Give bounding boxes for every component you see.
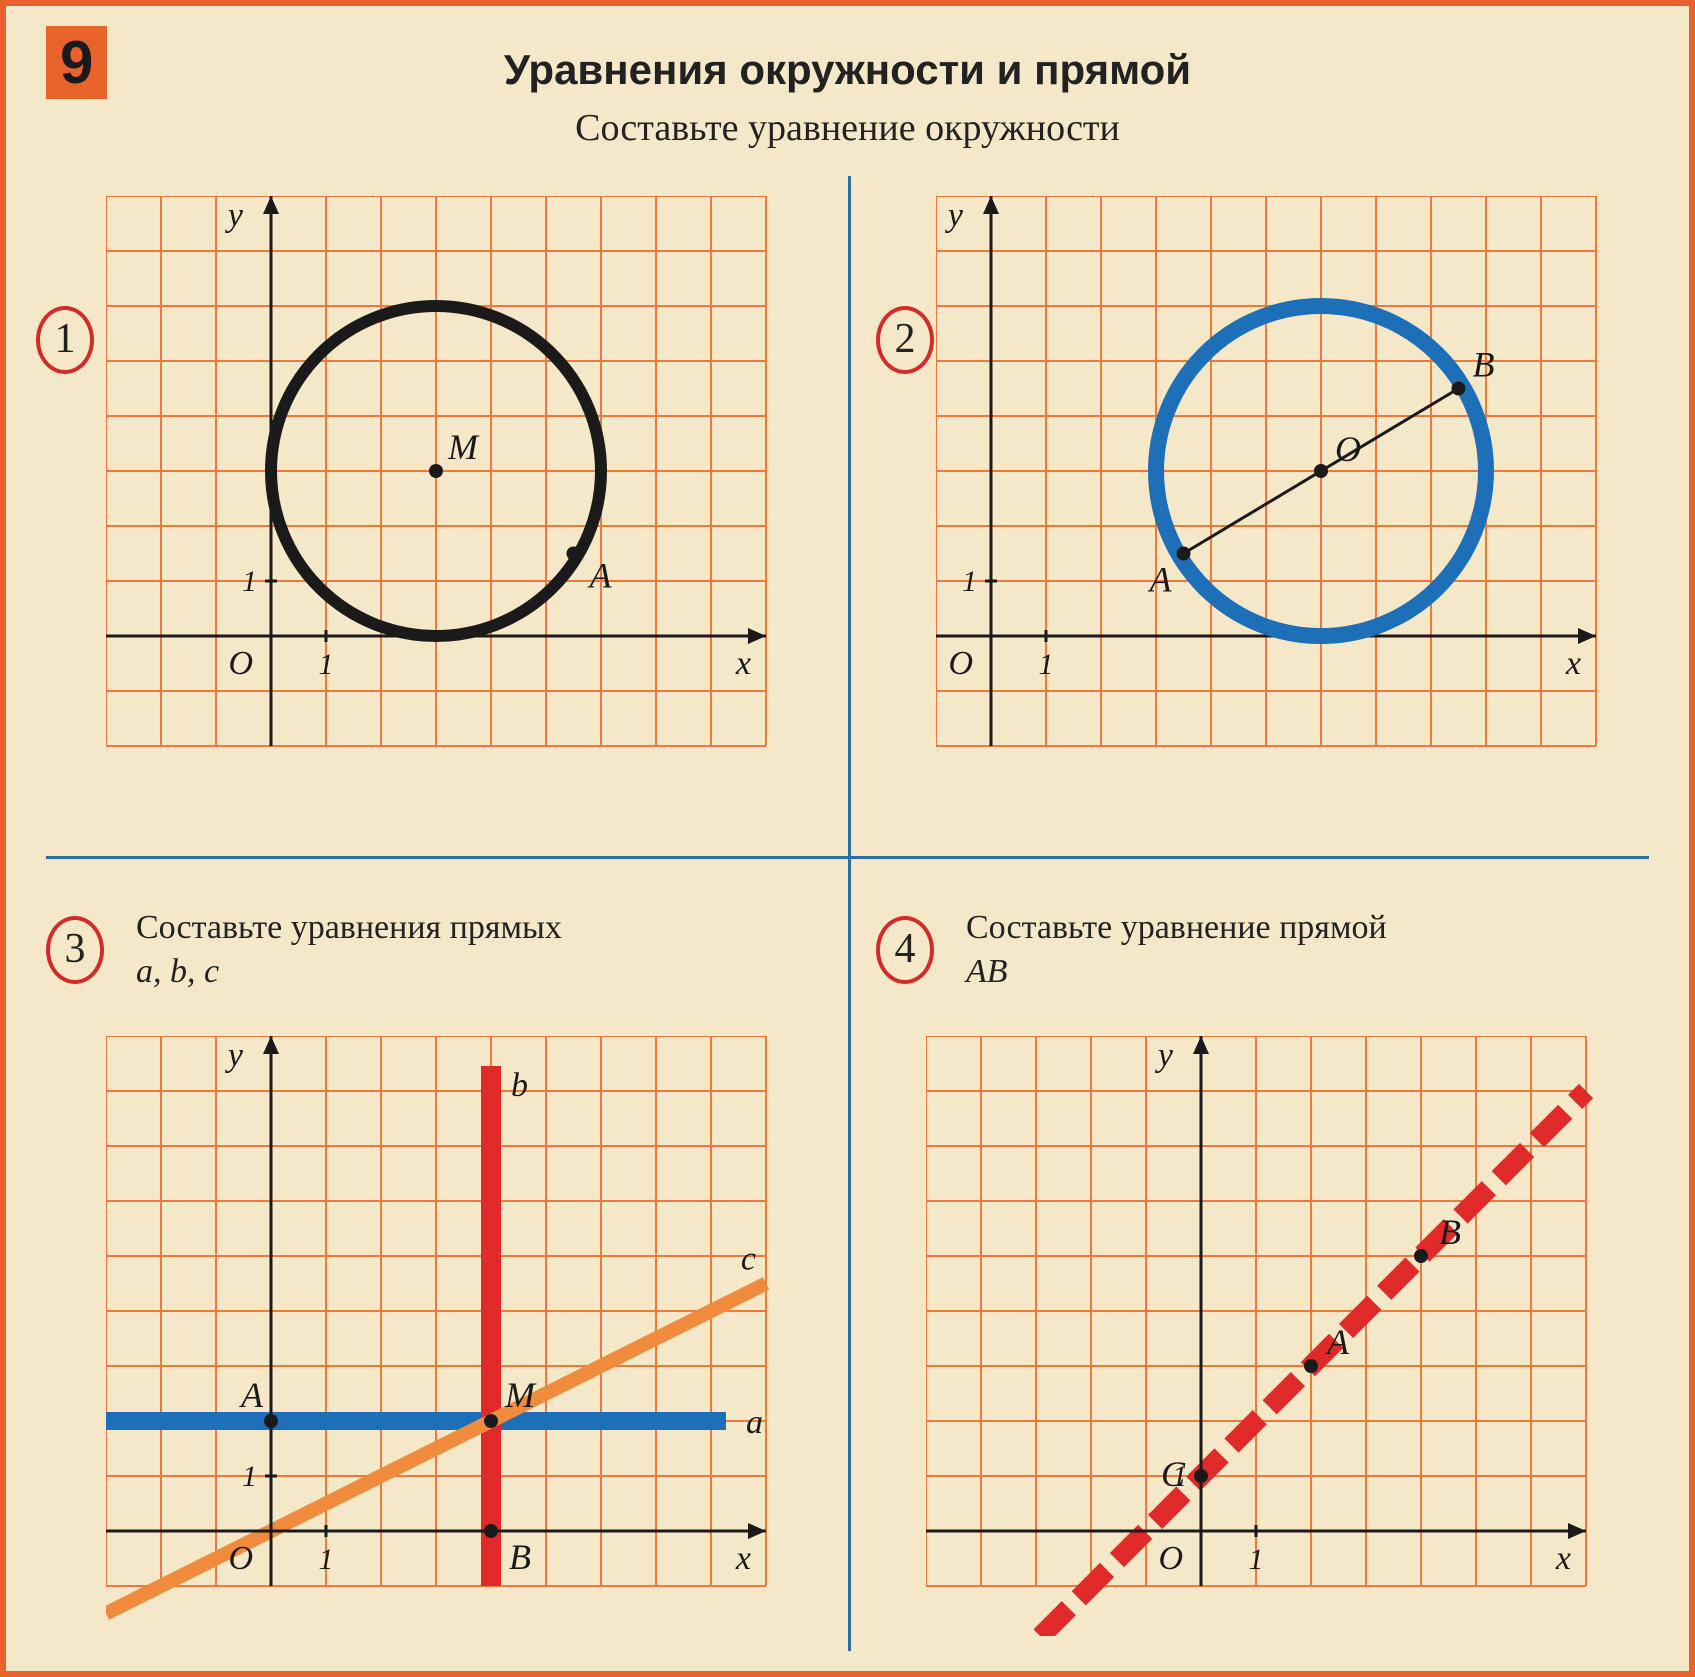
svg-text:a: a [746,1404,763,1441]
svg-text:M: M [447,427,480,467]
svg-text:1: 1 [242,565,257,598]
svg-text:O: O [948,645,973,682]
horizontal-divider [46,856,1649,859]
textbook-page: 9 Уравнения окружности и прямой Составьт… [0,0,1695,1677]
svg-text:1: 1 [1039,648,1054,681]
svg-text:x: x [1555,1540,1571,1577]
svg-text:1: 1 [962,565,977,598]
svg-text:1: 1 [319,1543,334,1576]
svg-text:y: y [1155,1037,1174,1074]
graph-2: x y O 1 1 O A B [936,196,1656,796]
svg-text:B: B [1439,1212,1461,1252]
grid [106,1036,766,1586]
task-line1: Составьте уравнения прямых [136,909,562,946]
svg-text:A: A [1148,560,1173,600]
svg-text:O: O [1158,1540,1183,1577]
svg-text:A: A [1325,1322,1350,1362]
task-line1: Составьте уравнение прямой [966,909,1387,946]
svg-text:1: 1 [319,648,334,681]
page-title: Уравнения окружности и прямой [6,46,1689,94]
task-line2: AB [966,953,1008,990]
problem-number-1: 1 [36,306,94,374]
problem-2: 2 xyO11 OAB [886,186,1666,836]
svg-text:A: A [239,1375,264,1415]
grid [936,196,1596,746]
svg-text:x: x [735,645,751,682]
svg-text:A: A [588,556,613,596]
problem-number-3: 3 [46,916,104,984]
svg-text:y: y [225,197,244,234]
svg-text:B: B [509,1537,531,1577]
svg-text:c: c [741,1241,756,1278]
svg-text:y: y [945,197,964,234]
problem-3: 3 Составьте уравнения прямых a, b, c xyO… [66,886,846,1666]
problem-4-task: Составьте уравнение прямой AB [966,906,1387,994]
vertical-divider [848,176,851,1651]
svg-text:b: b [511,1067,528,1104]
page-subtitle: Составьте уравнение окружности [6,106,1689,150]
task-line2: a, b, c [136,953,219,990]
problem-1: 1 x y O 1 1 M A [66,186,846,836]
svg-text:M: M [504,1375,537,1415]
svg-text:x: x [735,1540,751,1577]
graph-3: x y O 1 1 a b c A M B [106,1036,826,1636]
graph-1: x y O 1 1 M A [106,196,826,796]
svg-text:1: 1 [1249,1543,1264,1576]
svg-text:B: B [1473,345,1495,385]
graph-4: xyO11 CAB [926,1036,1646,1636]
problem-number-2: 2 [876,306,934,374]
svg-text:O: O [228,1540,253,1577]
svg-text:O: O [228,645,253,682]
problem-3-task: Составьте уравнения прямых a, b, c [136,906,562,994]
grid [926,1036,1586,1586]
problem-4: 4 Составьте уравнение прямой AB xyO11 CA… [886,886,1666,1666]
svg-text:O: O [1335,429,1361,469]
svg-text:1: 1 [242,1460,257,1493]
svg-text:y: y [225,1037,244,1074]
svg-text:x: x [1565,645,1581,682]
svg-text:C: C [1161,1454,1186,1494]
problem-number-4: 4 [876,916,934,984]
